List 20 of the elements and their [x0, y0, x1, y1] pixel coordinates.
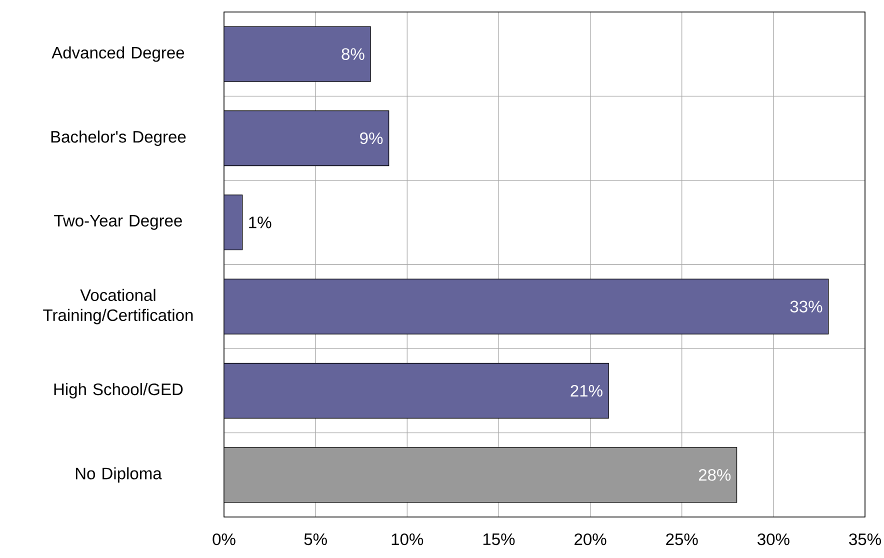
data-label: 9%	[360, 132, 383, 144]
x-tick-label: 35%	[849, 533, 881, 546]
x-tick-label: 15%	[483, 533, 515, 546]
x-tick-label: 5%	[304, 533, 327, 546]
data-label: 8%	[342, 48, 364, 60]
x-tick-label: 0%	[212, 533, 236, 546]
x-tick-label: 20%	[574, 533, 606, 546]
x-tick-label: 10%	[392, 533, 424, 546]
data-label: 1%	[249, 216, 272, 228]
y-tick-label: High School/GED	[54, 383, 183, 398]
y-tick-label: Two-Year Degree	[54, 215, 182, 230]
data-label: 21%	[570, 384, 602, 397]
data-label: 33%	[790, 300, 822, 312]
x-tick-label: 25%	[666, 533, 698, 546]
data-label: 28%	[698, 469, 731, 481]
y-tick-label: Advanced Degree	[52, 46, 184, 62]
y-tick-label: Vocational Training/Certification	[43, 288, 193, 324]
x-tick-label: 30%	[758, 533, 790, 546]
y-tick-label: No Diploma	[76, 467, 162, 483]
y-tick-label: Bachelor's Degree	[51, 130, 186, 146]
